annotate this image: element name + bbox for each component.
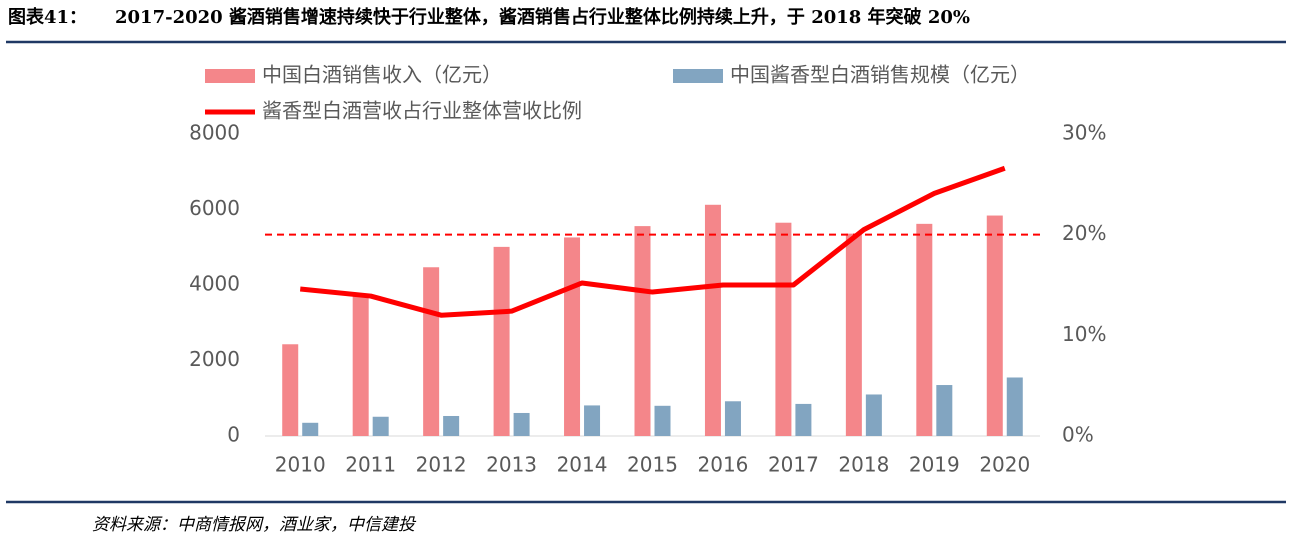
bar — [986, 215, 1003, 436]
x-tick-label: 2014 — [557, 453, 608, 477]
source-note: 资料来源：中商情报网，酒业家，中信建投 — [92, 515, 417, 535]
bar — [564, 237, 581, 436]
x-tick-label: 2012 — [416, 453, 467, 477]
x-tick-label: 2011 — [345, 453, 396, 477]
y-tick-label: 8000 — [189, 121, 240, 145]
bar — [654, 405, 671, 436]
bar — [352, 294, 369, 436]
figure-label: 图表41： — [8, 6, 87, 28]
bar — [584, 405, 601, 436]
bar — [282, 344, 299, 436]
legend-swatch — [673, 69, 723, 83]
bar — [423, 267, 440, 436]
legend-label: 中国酱香型白酒销售规模（亿元） — [730, 63, 1030, 87]
legend-label: 中国白酒销售收入（亿元） — [262, 63, 502, 87]
y2-tick-label: 0% — [1062, 423, 1094, 447]
bar — [443, 415, 460, 436]
bar — [513, 412, 530, 436]
bar — [936, 385, 953, 436]
x-tick-label: 2019 — [909, 453, 960, 477]
legend-swatch — [205, 69, 255, 83]
x-tick-label: 2015 — [627, 453, 678, 477]
y-tick-label: 2000 — [189, 347, 240, 371]
y2-tick-label: 20% — [1062, 221, 1106, 245]
bar — [493, 246, 510, 436]
x-tick-label: 2020 — [979, 453, 1030, 477]
x-tick-label: 2017 — [768, 453, 819, 477]
y-tick-label: 6000 — [189, 196, 240, 220]
bar — [634, 226, 651, 436]
bar — [302, 422, 319, 436]
x-tick-label: 2010 — [275, 453, 326, 477]
bar — [1006, 377, 1023, 436]
y2-tick-label: 10% — [1062, 322, 1106, 346]
x-tick-label: 2018 — [838, 453, 889, 477]
x-tick-label: 2013 — [486, 453, 537, 477]
bar — [704, 204, 721, 436]
bar — [865, 394, 882, 436]
bar — [795, 403, 812, 436]
figure-title: 2017-2020 酱酒销售增速持续快于行业整体，酱酒销售占行业整体比例持续上升… — [115, 6, 970, 28]
bar — [916, 223, 933, 436]
x-tick-label: 2016 — [698, 453, 749, 477]
y-tick-label: 0 — [227, 423, 240, 447]
legend-label: 酱香型白酒营收占行业整体营收比例 — [262, 99, 582, 123]
bar — [775, 222, 792, 436]
bar — [845, 233, 862, 436]
line-series — [299, 165, 1006, 318]
bar — [372, 416, 389, 436]
y2-tick-label: 30% — [1062, 121, 1106, 145]
y-tick-label: 4000 — [189, 272, 240, 296]
bar — [724, 401, 741, 436]
